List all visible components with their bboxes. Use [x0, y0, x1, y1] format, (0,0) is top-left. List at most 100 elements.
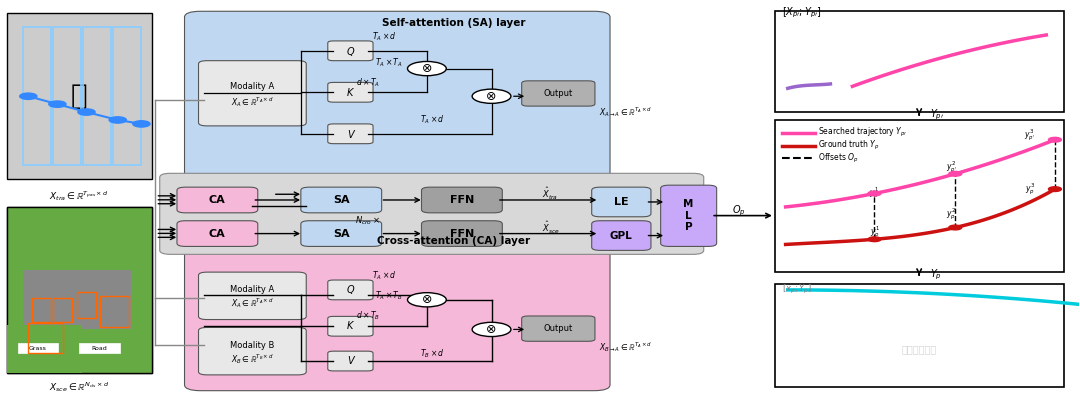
- Bar: [6, 13, 152, 179]
- Text: CA: CA: [210, 229, 226, 239]
- FancyBboxPatch shape: [522, 81, 595, 106]
- Bar: [79, 343, 120, 353]
- Text: Q: Q: [347, 285, 354, 295]
- Bar: [31, 298, 51, 322]
- Text: FFN: FFN: [449, 195, 474, 205]
- FancyBboxPatch shape: [301, 221, 381, 247]
- Text: M
L
P: M L P: [684, 199, 693, 232]
- FancyBboxPatch shape: [421, 221, 502, 247]
- Text: $T_B\times d$: $T_B\times d$: [420, 348, 445, 360]
- FancyBboxPatch shape: [328, 280, 373, 300]
- Text: $T_A\times d$: $T_A\times d$: [373, 31, 397, 43]
- Bar: [53, 27, 81, 166]
- Text: Self-attention (SA) layer: Self-attention (SA) layer: [382, 18, 526, 28]
- Text: $y^3_{p'}$: $y^3_{p'}$: [1025, 128, 1036, 143]
- Circle shape: [19, 93, 37, 99]
- Circle shape: [109, 117, 126, 123]
- Text: SA: SA: [333, 229, 350, 239]
- Text: Output: Output: [543, 324, 572, 333]
- Bar: [774, 11, 1064, 112]
- FancyBboxPatch shape: [199, 61, 307, 126]
- Text: CA: CA: [210, 195, 226, 205]
- FancyBboxPatch shape: [328, 124, 373, 144]
- Text: 🚶: 🚶: [70, 82, 87, 110]
- Bar: [6, 326, 82, 373]
- Text: $d\times T_B$: $d\times T_B$: [355, 309, 380, 322]
- Text: Ground truth $Y_p$: Ground truth $Y_p$: [818, 139, 879, 152]
- Text: $X_A\in\mathbb{R}^{T_A\times d}$: $X_A\in\mathbb{R}^{T_A\times d}$: [231, 95, 274, 109]
- Text: Cross-attention (CA) layer: Cross-attention (CA) layer: [377, 235, 530, 245]
- Text: $Y_{p\prime}$: $Y_{p\prime}$: [930, 108, 944, 122]
- Text: Offsets $O_p$: Offsets $O_p$: [818, 152, 859, 165]
- Text: Modality A: Modality A: [230, 285, 274, 294]
- Text: $[X_{p\prime};Y_{p\prime}]$: $[X_{p\prime};Y_{p\prime}]$: [782, 5, 822, 20]
- Bar: [774, 120, 1064, 272]
- Text: $y^1_p$: $y^1_p$: [870, 225, 880, 240]
- Circle shape: [78, 109, 95, 115]
- Text: Modality A: Modality A: [230, 82, 274, 91]
- Text: $\hat{X}_{sce}$: $\hat{X}_{sce}$: [542, 220, 559, 236]
- Text: Q: Q: [347, 47, 354, 57]
- Circle shape: [49, 101, 66, 107]
- Text: $X_{A\rightarrow A}\in\mathbb{R}^{T_A\times d}$: $X_{A\rightarrow A}\in\mathbb{R}^{T_A\ti…: [599, 105, 652, 119]
- Text: $O_p$: $O_p$: [732, 203, 746, 218]
- Text: GPL: GPL: [610, 231, 633, 241]
- Bar: [6, 207, 152, 373]
- Text: Output: Output: [543, 89, 572, 98]
- Text: ⊗: ⊗: [421, 62, 432, 75]
- FancyBboxPatch shape: [199, 328, 307, 375]
- Text: $y^1_{p'}$: $y^1_{p'}$: [869, 185, 880, 201]
- Text: V: V: [347, 356, 354, 366]
- FancyBboxPatch shape: [522, 316, 595, 341]
- FancyBboxPatch shape: [301, 187, 381, 213]
- Text: ⊗: ⊗: [421, 293, 432, 306]
- Text: ⊗: ⊗: [486, 90, 497, 103]
- Circle shape: [949, 172, 961, 176]
- Circle shape: [1049, 187, 1062, 192]
- FancyBboxPatch shape: [328, 83, 373, 102]
- FancyBboxPatch shape: [661, 185, 717, 247]
- Circle shape: [1049, 137, 1062, 142]
- Bar: [23, 270, 131, 330]
- Bar: [100, 296, 129, 328]
- Text: $X_{tra}\in\mathbb{R}^{T_{pas}\times d}$: $X_{tra}\in\mathbb{R}^{T_{pas}\times d}$: [50, 189, 109, 203]
- Text: SA: SA: [333, 195, 350, 205]
- Text: $X_{B\rightarrow A}\in\mathbb{R}^{T_A\times d}$: $X_{B\rightarrow A}\in\mathbb{R}^{T_A\ti…: [599, 340, 652, 354]
- Circle shape: [949, 225, 961, 230]
- Text: Searched trajectory $Y_{p\prime}$: Searched trajectory $Y_{p\prime}$: [818, 126, 907, 139]
- Text: $y^2_p$: $y^2_p$: [946, 207, 957, 222]
- FancyBboxPatch shape: [592, 187, 651, 217]
- Text: $Y_p$: $Y_p$: [930, 268, 942, 282]
- Text: $N_{cro}\times$: $N_{cro}\times$: [355, 215, 380, 227]
- Text: $y^3_p$: $y^3_p$: [1025, 181, 1036, 197]
- FancyBboxPatch shape: [199, 272, 307, 320]
- Text: $y^2_{p'}$: $y^2_{p'}$: [946, 159, 957, 175]
- Text: $d\times T_A$: $d\times T_A$: [355, 76, 380, 89]
- Text: V: V: [347, 130, 354, 140]
- Bar: [113, 27, 141, 166]
- Bar: [774, 284, 1064, 387]
- Bar: [23, 27, 51, 166]
- Circle shape: [868, 191, 881, 196]
- Circle shape: [407, 293, 446, 307]
- FancyBboxPatch shape: [177, 221, 258, 247]
- Text: $X_{sce}\in\mathbb{R}^{N_{cls}\times d}$: $X_{sce}\in\mathbb{R}^{N_{cls}\times d}$: [49, 380, 109, 394]
- FancyBboxPatch shape: [328, 41, 373, 61]
- Text: FFN: FFN: [449, 229, 474, 239]
- Text: $[x_p;Y_p]$: $[x_p;Y_p]$: [782, 283, 812, 296]
- Text: 自动驾驶之心: 自动驾驶之心: [902, 344, 936, 354]
- FancyBboxPatch shape: [160, 173, 704, 254]
- Text: $\hat{X}_{tra}$: $\hat{X}_{tra}$: [542, 186, 558, 202]
- Text: $T_A\times d$: $T_A\times d$: [420, 114, 445, 126]
- Text: $T_A\times d$: $T_A\times d$: [373, 270, 397, 282]
- Bar: [77, 292, 96, 318]
- Circle shape: [133, 121, 150, 127]
- Text: $X_A\in\mathbb{R}^{T_A\times d}$: $X_A\in\mathbb{R}^{T_A\times d}$: [231, 296, 274, 310]
- Bar: [6, 207, 152, 373]
- Text: LE: LE: [615, 197, 629, 207]
- Circle shape: [868, 237, 881, 242]
- Circle shape: [407, 61, 446, 76]
- Text: Grass: Grass: [29, 346, 46, 351]
- Text: ⊗: ⊗: [486, 323, 497, 336]
- FancyBboxPatch shape: [328, 351, 373, 371]
